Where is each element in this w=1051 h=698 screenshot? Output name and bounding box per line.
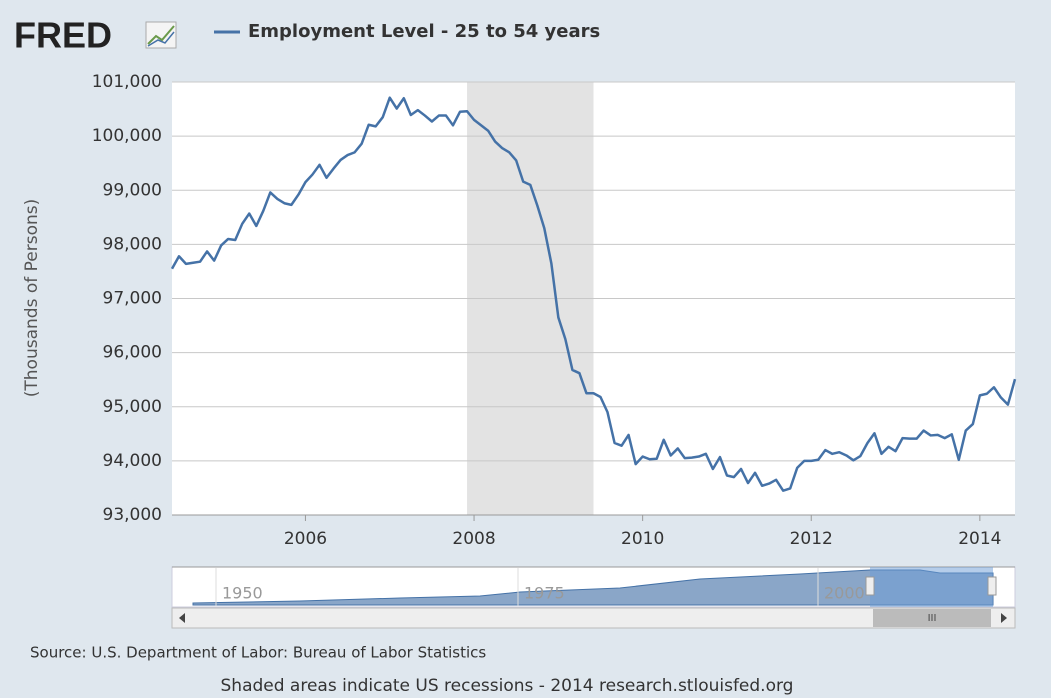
x-tick-label: 2008: [452, 529, 495, 549]
y-tick-label: 93,000: [103, 505, 162, 525]
scrollbar-track[interactable]: [171, 607, 1016, 629]
source: Source: U.S. Department of Labor: Bureau…: [30, 644, 486, 662]
x-tick-label: 2006: [284, 529, 327, 549]
y-tick-label: 100,000: [92, 126, 162, 146]
navigator-label: 2000: [824, 584, 865, 603]
y-tick-label: 99,000: [103, 180, 162, 200]
logo-icon: [145, 21, 177, 49]
navigator-selection: [870, 567, 993, 607]
y-tick-label: 95,000: [103, 397, 162, 417]
navigator-label: 1975: [524, 584, 565, 603]
legend-label: Employment Level - 25 to 54 years: [248, 21, 600, 42]
navigator-handle[interactable]: [865, 576, 875, 596]
navigator-label: 1950: [222, 584, 263, 603]
y-axis-label: (Thousands of Persons): [22, 199, 42, 397]
scrollbar-grip: III: [928, 613, 937, 624]
scroll-right[interactable]: [1001, 613, 1007, 623]
navigator-handle[interactable]: [987, 576, 997, 596]
y-tick-label: 101,000: [92, 72, 162, 92]
x-tick-label: 2010: [621, 529, 664, 549]
y-tick-label: 94,000: [103, 451, 162, 471]
y-tick-label: 98,000: [103, 234, 162, 254]
data-line: [170, 96, 1017, 492]
scroll-left[interactable]: [179, 613, 185, 623]
y-tick-label: 96,000: [103, 343, 162, 363]
y-tick-label: 97,000: [103, 289, 162, 309]
navigator: III: [171, 566, 1016, 629]
footnote: Shaded areas indicate US recessions - 20…: [221, 676, 794, 696]
x-tick-label: 2014: [958, 529, 1001, 549]
scrollbar-thumb[interactable]: [873, 609, 991, 627]
x-tick-label: 2012: [790, 529, 833, 549]
logo: FRED: [14, 15, 112, 56]
